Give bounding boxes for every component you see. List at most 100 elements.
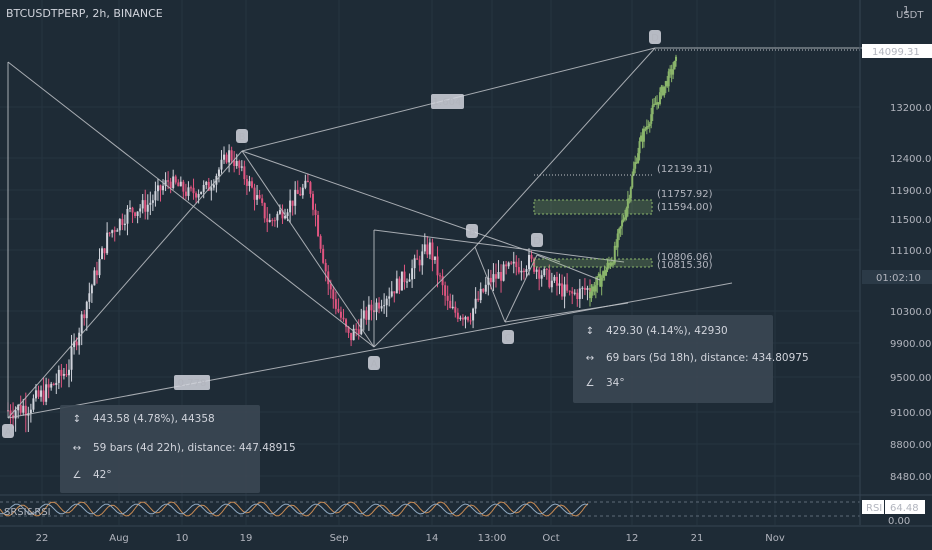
candle [70,347,73,370]
candle [456,312,459,319]
candle [205,181,208,185]
time-tick: 13:00 [478,533,507,544]
target-label: (10815.30) [657,260,713,271]
candle [350,332,353,341]
candle [375,302,378,313]
candle [378,302,381,309]
point-label-A-big: A [5,427,12,438]
candle [294,189,297,206]
candle [228,150,231,163]
candle [479,288,482,301]
time-tick: Sep [330,533,349,544]
candle [296,189,299,194]
candle [345,319,348,327]
candle [507,262,510,267]
candle [192,187,195,194]
candle [134,212,137,216]
forecast-candle [675,56,677,61]
point-label-B-big: B [239,132,246,143]
bars-range-icon: ↔ [72,442,82,454]
candle [52,383,55,385]
candle [520,270,523,273]
candle [284,215,287,219]
time-tick: Oct [542,533,559,544]
candle [385,298,388,306]
candle [266,218,269,222]
point-label-C-small: C [505,333,512,344]
candle [319,236,322,249]
price-tag: 14099.31 [872,47,920,58]
candle [530,255,533,259]
candle [256,195,259,200]
target-zone-11594 [533,199,653,215]
candle [116,230,119,232]
candle [276,213,279,221]
candle [172,176,175,189]
candle [141,200,144,209]
forecast-candle [634,162,637,169]
candle [431,242,434,261]
forecast-candle [667,71,670,87]
candle [441,276,444,286]
candle [449,300,452,309]
candle [299,193,302,196]
angle-icon: ∠ [585,377,595,389]
candle [32,398,35,410]
candle [454,306,457,313]
candle [505,264,508,267]
forecast-candle [597,273,600,277]
point-label-A-big-box [2,424,14,438]
forecast-candle [632,168,635,176]
candle [568,290,571,292]
forecast-candle [638,141,641,154]
price-tag-box [862,44,932,58]
price-tick: 8800.00 [890,440,931,451]
srsi-line [0,501,589,517]
forecast-candle [637,153,640,163]
candle [258,195,261,199]
candle [78,332,81,346]
candle [540,275,543,279]
candle [555,276,558,286]
candle [106,232,109,254]
price-range-icon: ↕ [585,325,595,337]
candle [202,184,205,192]
candle [189,187,192,189]
time-tick: 10 [176,533,189,544]
candle [164,180,167,186]
forecast-candle [635,162,638,164]
price-tick: 11100.00 [890,246,932,257]
candle [146,204,149,212]
time-axis[interactable]: 22 Aug 10 19 Sep 14 13:00 Oct 12 21 Nov [0,525,932,544]
candle [83,314,86,319]
candle [230,150,233,161]
candle [240,166,243,168]
candle [583,287,586,290]
candle [93,270,96,286]
candle [482,288,485,292]
pattern-labels: (12139.31) (11757.92) (11594.00) (10806.06)… [2,30,713,438]
forecast-candle [594,285,597,292]
candle [174,176,177,183]
forecast-candle [661,86,664,96]
time-tick: 14 [426,533,439,544]
pattern-lines [7,47,932,419]
candle [566,284,569,291]
candle [383,305,386,307]
candle [403,271,406,283]
time-tag-box [862,270,932,284]
target-label: (12139.31) [657,164,713,175]
candle [131,207,134,213]
price-tick: 10300.00 [890,307,932,318]
forecast-candle [654,103,657,105]
forecast-candle [673,60,676,70]
candle [113,230,116,232]
forecast-candle [605,269,608,276]
candle [304,180,307,188]
candle [525,269,528,273]
measure-angle: 42° [93,469,112,481]
forecast-candle [613,245,616,264]
